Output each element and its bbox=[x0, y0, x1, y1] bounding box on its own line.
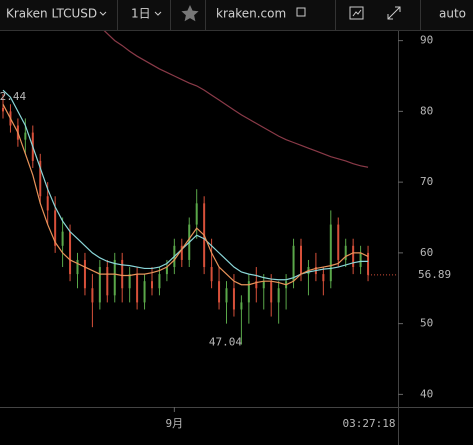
candle-body bbox=[218, 281, 221, 303]
candle-body bbox=[151, 281, 153, 289]
candle-body bbox=[262, 281, 265, 289]
candle-body bbox=[195, 203, 198, 225]
candle-body bbox=[225, 288, 228, 303]
candle-body bbox=[337, 224, 340, 260]
candle-body bbox=[240, 302, 243, 310]
last-price-label: 56.89 bbox=[418, 268, 451, 281]
candle-body bbox=[83, 259, 86, 289]
candle-body bbox=[121, 259, 124, 289]
moving-average bbox=[2, 89, 369, 281]
fullscreen-icon[interactable] bbox=[387, 6, 401, 20]
chart-icon[interactable] bbox=[349, 6, 364, 20]
candle-body bbox=[277, 288, 280, 303]
chart-icon-line bbox=[352, 9, 362, 17]
candle-body bbox=[128, 274, 131, 289]
y-tick-label: 50 bbox=[420, 317, 433, 330]
external-icon[interactable] bbox=[296, 7, 306, 17]
candle-body bbox=[24, 132, 27, 140]
x-tick-label: 9月 bbox=[166, 417, 184, 430]
chevron[interactable] bbox=[154, 11, 162, 16]
toolbar bbox=[0, 0, 473, 30]
candle-body bbox=[359, 252, 362, 268]
y-tick-label: 70 bbox=[420, 175, 433, 188]
y-tick-label: 60 bbox=[420, 246, 433, 259]
candle-body bbox=[39, 160, 42, 197]
scale-mode[interactable]: auto bbox=[439, 7, 466, 21]
y-tick-label: 80 bbox=[420, 104, 433, 117]
y-tick-label: 40 bbox=[420, 387, 433, 400]
candle-body bbox=[255, 281, 258, 289]
moving-average bbox=[2, 104, 369, 286]
candle-body bbox=[54, 210, 57, 246]
candle-body bbox=[2, 107, 4, 112]
candle-body bbox=[352, 245, 355, 268]
low-label: 47.04 bbox=[209, 336, 242, 349]
candle-body bbox=[247, 281, 250, 303]
candle-body bbox=[91, 288, 94, 303]
candle-body bbox=[367, 252, 370, 275]
candle-body bbox=[69, 231, 72, 275]
candle-body bbox=[292, 245, 295, 282]
time-label: 03:27:18 bbox=[343, 417, 396, 430]
candle-body bbox=[180, 245, 183, 260]
candle-body bbox=[61, 231, 64, 246]
candle-body bbox=[165, 267, 168, 275]
symbol[interactable]: Kraken LTCUSD bbox=[6, 7, 97, 21]
candle-body bbox=[344, 245, 347, 260]
chevron[interactable] bbox=[99, 11, 107, 16]
candle-body bbox=[143, 281, 146, 303]
candle-body bbox=[270, 281, 273, 303]
candle-body bbox=[158, 274, 161, 289]
candle-body bbox=[113, 259, 116, 296]
candle-body bbox=[232, 288, 235, 310]
candle-body bbox=[136, 274, 139, 303]
interval[interactable]: 1日 bbox=[131, 7, 151, 21]
candle-body bbox=[46, 196, 49, 211]
candle-body bbox=[76, 259, 79, 275]
high-label: 82.44 bbox=[0, 90, 26, 103]
candle-body bbox=[98, 267, 101, 303]
candle-body bbox=[322, 274, 325, 282]
y-tick-label: 90 bbox=[420, 34, 433, 47]
candle-body bbox=[300, 245, 302, 275]
star-icon[interactable] bbox=[181, 5, 199, 22]
moving-average bbox=[103, 31, 369, 168]
candle-body bbox=[210, 267, 213, 282]
site[interactable]: kraken.com bbox=[216, 7, 286, 21]
plot bbox=[2, 31, 370, 345]
candle-body bbox=[106, 267, 109, 296]
candle-body bbox=[329, 224, 332, 282]
